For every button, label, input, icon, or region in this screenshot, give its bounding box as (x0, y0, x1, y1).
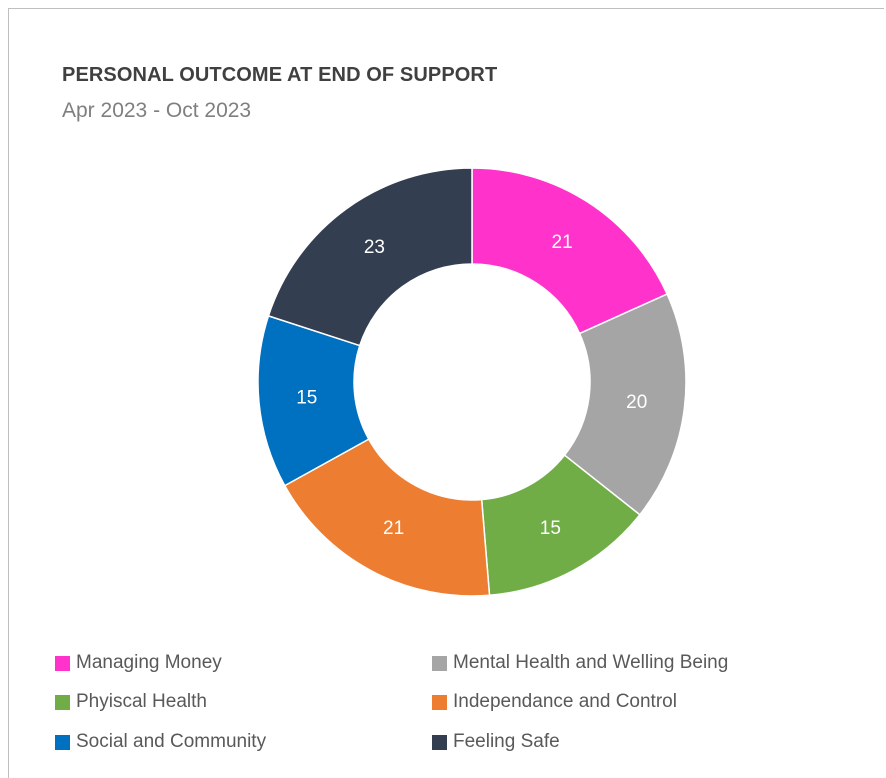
slice-data-label: 23 (364, 237, 385, 258)
donut-slice (471, 167, 669, 335)
slice-data-label: 20 (626, 392, 647, 413)
chart-frame (8, 8, 884, 778)
donut-slice (267, 167, 473, 347)
slice-data-label: 15 (296, 387, 317, 408)
slice-data-label: 21 (383, 518, 404, 539)
slice-data-label: 21 (552, 232, 573, 253)
slice-data-label: 15 (540, 518, 561, 539)
donut-slice (563, 293, 687, 516)
chart-subtitle: Apr 2023 - Oct 2023 (62, 99, 252, 122)
donut-slice (283, 438, 491, 597)
chart-title: PERSONAL OUTCOME AT END OF SUPPORT (62, 64, 498, 86)
